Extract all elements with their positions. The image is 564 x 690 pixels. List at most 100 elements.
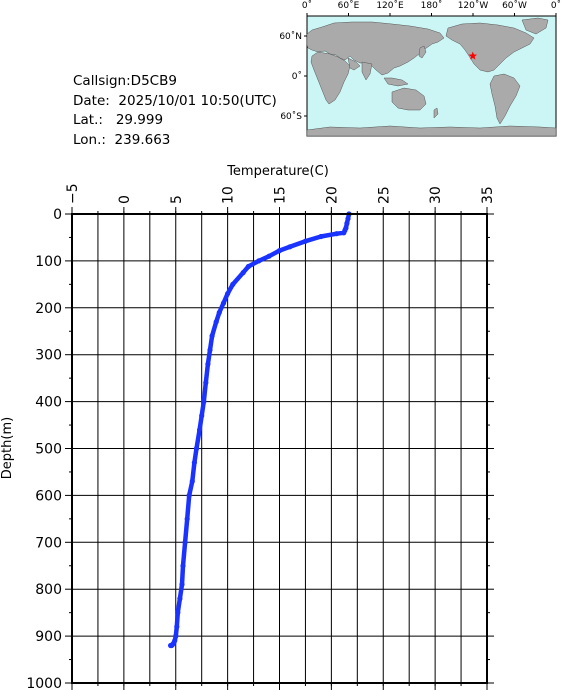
data-point	[170, 641, 176, 648]
data-point	[342, 227, 348, 233]
map-lon-label: 0˚	[551, 0, 561, 11]
data-point	[199, 413, 205, 419]
landmass-japan	[418, 45, 427, 59]
data-point	[172, 638, 178, 644]
landmass-north-america	[445, 22, 535, 73]
landmass-india	[361, 61, 373, 81]
landmass-sea-islands	[383, 77, 409, 87]
data-point	[245, 263, 251, 270]
date-label: Date:	[73, 92, 110, 109]
lat-value: 29.999	[115, 112, 164, 129]
data-point	[266, 253, 272, 259]
y-tick-label: 300	[35, 348, 62, 364]
map-lon-label: 0˚	[302, 0, 312, 11]
landmass-africa	[310, 51, 351, 105]
map-labels: 0˚ 60˚E 120˚E 180˚ 120˚W 60˚W 0˚ 60˚N 0˚ 60˚S	[279, 0, 561, 122]
plot-frame	[71, 213, 488, 684]
data-point	[171, 640, 177, 646]
data-point	[203, 380, 209, 386]
data-point	[209, 333, 215, 339]
data-point	[179, 581, 185, 588]
data-point	[240, 270, 246, 276]
y-tick-label: 100	[35, 254, 62, 270]
data-point	[341, 230, 347, 236]
x-tick-label: −5	[65, 183, 81, 204]
data-point	[177, 596, 183, 602]
data-point	[175, 610, 181, 616]
data-point	[345, 216, 351, 222]
lat-label: Lat.:	[73, 112, 103, 129]
world-map: 0˚ 60˚E 120˚E 180˚ 120˚W 60˚W 0˚ 60˚N 0˚ 60˚S	[279, 0, 561, 137]
data-point	[346, 211, 352, 217]
x-tick-label: 15	[273, 186, 289, 204]
data-point	[180, 563, 186, 569]
station-star-icon	[468, 51, 477, 60]
data-point	[168, 642, 174, 649]
map-lat-label: 60˚N	[279, 31, 302, 42]
y-axis-title: Depth(m)	[0, 417, 15, 479]
date-value: 2025/10/01 10:50(UTC)	[118, 92, 277, 109]
map-lon-label: 60˚W	[502, 0, 527, 11]
landmass-greenland	[521, 17, 549, 35]
map-lon-label: 180˚	[421, 0, 443, 11]
landmass-antarctica	[306, 125, 557, 137]
x-tick-label: 25	[376, 186, 392, 204]
series-layer	[168, 211, 352, 649]
data-point	[230, 281, 236, 287]
y-tick-label: 500	[35, 442, 62, 458]
data-point	[182, 539, 188, 545]
data-point	[344, 220, 350, 226]
data-point	[207, 347, 213, 353]
data-point	[220, 300, 227, 306]
data-point	[174, 624, 180, 630]
data-point	[189, 478, 195, 484]
data-point	[191, 460, 197, 466]
axis-ticks: −5 0 5 10 15 20 25 30 35010020030040050060070080…	[26, 183, 496, 690]
y-tick-label: 0	[53, 207, 62, 223]
map-lat-label: 0˚	[292, 71, 302, 82]
station-info: Callsign:D5CB9 Date: 2025/10/01 10:50(UT…	[73, 72, 277, 151]
data-point	[173, 633, 179, 639]
data-point	[302, 238, 308, 244]
data-point	[225, 291, 231, 297]
data-point	[193, 445, 200, 452]
data-point	[205, 361, 211, 367]
grid	[71, 213, 488, 684]
y-tick-label: 900	[35, 629, 62, 645]
landmass-australia	[391, 87, 427, 111]
x-tick-label: 5	[169, 195, 185, 204]
data-point	[186, 492, 192, 498]
data-point	[197, 427, 203, 433]
lon-row: Lon.: 239.663	[73, 131, 277, 151]
landmass-south-america	[489, 73, 521, 125]
data-point	[184, 516, 190, 522]
lat-row: Lat.: 29.999	[73, 111, 277, 131]
y-tick-label: 800	[35, 582, 62, 598]
x-tick-label: 0	[117, 195, 133, 204]
data-point	[169, 642, 175, 649]
map-lat-label: 60˚S	[280, 111, 302, 122]
y-tick-label: 700	[35, 535, 62, 551]
data-point	[334, 231, 340, 237]
y-tick-label: 1000	[26, 676, 62, 690]
map-land	[306, 17, 557, 137]
data-point	[216, 309, 222, 316]
data-point	[201, 399, 207, 405]
map-lon-label: 120˚W	[458, 0, 489, 11]
map-lon-label: 120˚E	[376, 0, 404, 11]
x-tick-label: 20	[324, 186, 340, 204]
map-marker-layer	[468, 51, 477, 60]
x-tick-label: 10	[221, 186, 237, 204]
data-point	[256, 258, 262, 264]
landmass-new-zealand	[433, 107, 439, 119]
callsign-label: Callsign:	[73, 73, 131, 89]
data-point	[343, 225, 349, 231]
data-point	[213, 319, 219, 325]
callsign-value: D5CB9	[130, 73, 177, 89]
x-tick-label: 35	[480, 186, 496, 204]
y-tick-label: 200	[35, 301, 62, 317]
data-point	[276, 248, 283, 254]
data-point	[318, 233, 324, 240]
map-lon-label: 60˚E	[338, 0, 360, 11]
y-tick-label: 400	[35, 395, 62, 411]
